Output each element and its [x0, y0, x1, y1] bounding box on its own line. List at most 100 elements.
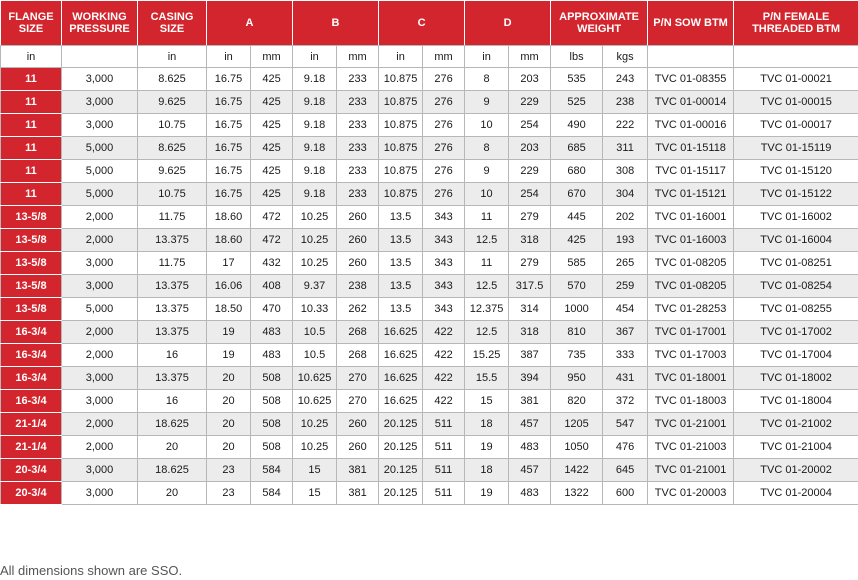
cell-c-in: 13.5	[378, 297, 424, 321]
cell-weight-lbs: 525	[550, 90, 604, 114]
cell-b-in: 9.18	[292, 67, 338, 91]
cell-weight-kgs: 431	[602, 366, 649, 390]
cell-weight-lbs: 680	[550, 159, 604, 183]
cell-working-pressure: 2,000	[61, 343, 138, 367]
unit-cell: in	[378, 45, 424, 68]
cell-a-in: 20	[206, 435, 251, 459]
cell-working-pressure: 3,000	[61, 113, 138, 137]
cell-c-mm: 276	[422, 159, 466, 183]
table-row: 13-5/8 2,000 13.375 18.60 472 10.25 260 13.5 343…	[0, 228, 858, 252]
cell-pn-sow-btm: TVC 01-21003	[647, 435, 735, 459]
table-row: 21-1/4 2,000 20 20 508 10.25 260 20.125 511 19 483…	[0, 435, 858, 459]
cell-a-in: 16.75	[206, 182, 251, 206]
cell-pn-female-threaded-btm: TVC 01-18004	[733, 389, 858, 413]
cell-a-in: 23	[206, 481, 251, 505]
unit-cell: in	[206, 45, 251, 68]
cell-flange-size: 16-3/4	[0, 320, 62, 344]
cell-d-mm: 318	[508, 228, 552, 252]
cell-weight-lbs: 820	[550, 389, 604, 413]
cell-c-in: 10.875	[378, 159, 424, 183]
cell-working-pressure: 2,000	[61, 205, 138, 229]
cell-a-in: 19	[206, 320, 251, 344]
cell-a-in: 16.75	[206, 136, 251, 160]
cell-a-mm: 472	[249, 205, 294, 229]
header-b: B	[292, 0, 380, 46]
cell-pn-female-threaded-btm: TVC 01-08255	[733, 297, 858, 321]
cell-weight-lbs: 1000	[550, 297, 604, 321]
cell-working-pressure: 5,000	[61, 159, 138, 183]
cell-a-mm: 483	[249, 320, 294, 344]
cell-working-pressure: 5,000	[61, 297, 138, 321]
cell-weight-kgs: 367	[602, 320, 649, 344]
cell-pn-sow-btm: TVC 01-00016	[647, 113, 735, 137]
cell-pn-female-threaded-btm: TVC 01-16002	[733, 205, 858, 229]
cell-pn-female-threaded-btm: TVC 01-17004	[733, 343, 858, 367]
cell-a-in: 16.75	[206, 90, 251, 114]
cell-d-in: 8	[464, 136, 510, 160]
header-a: A	[205, 0, 294, 46]
cell-b-mm: 233	[336, 113, 380, 137]
cell-c-in: 10.875	[378, 113, 424, 137]
cell-b-mm: 270	[336, 366, 380, 390]
header-casing-size: CASING SIZE	[137, 0, 207, 46]
table-row: 13-5/8 2,000 11.75 18.60 472 10.25 260 13.5 343 1…	[0, 205, 858, 229]
cell-pn-female-threaded-btm: TVC 01-08251	[733, 251, 858, 275]
unit-cell: in	[464, 45, 510, 68]
header-c: C	[378, 0, 466, 46]
cell-c-mm: 422	[422, 320, 466, 344]
table-row: 11 5,000 9.625 16.75 425 9.18 233 10.875 276 9 229…	[0, 159, 858, 183]
cell-d-in: 8	[464, 67, 510, 91]
cell-c-mm: 343	[422, 228, 466, 252]
cell-flange-size: 11	[0, 90, 62, 114]
cell-c-in: 20.125	[378, 435, 424, 459]
cell-c-mm: 422	[422, 366, 466, 390]
cell-d-in: 15.5	[464, 366, 510, 390]
cell-pn-female-threaded-btm: TVC 01-17002	[733, 320, 858, 344]
cell-weight-kgs: 372	[602, 389, 649, 413]
cell-flange-size: 21-1/4	[0, 412, 62, 436]
cell-working-pressure: 2,000	[61, 228, 138, 252]
cell-c-in: 13.5	[378, 274, 424, 298]
cell-b-mm: 260	[336, 251, 380, 275]
cell-d-mm: 381	[508, 389, 552, 413]
cell-a-in: 18.60	[206, 228, 251, 252]
cell-weight-lbs: 735	[550, 343, 604, 367]
header-pn-sow-btm: P/N SOW BTM	[647, 0, 735, 46]
cell-pn-sow-btm: TVC 01-21001	[647, 412, 735, 436]
cell-c-in: 16.625	[378, 320, 424, 344]
cell-casing-size: 13.375	[137, 297, 207, 321]
cell-weight-lbs: 1205	[550, 412, 604, 436]
cell-b-mm: 233	[336, 136, 380, 160]
cell-flange-size: 13-5/8	[0, 228, 62, 252]
cell-d-mm: 483	[508, 435, 552, 459]
unit-cell: in	[137, 45, 207, 68]
cell-flange-size: 16-3/4	[0, 389, 62, 413]
cell-b-in: 9.37	[292, 274, 338, 298]
cell-weight-lbs: 950	[550, 366, 604, 390]
cell-a-in: 16.06	[206, 274, 251, 298]
cell-d-mm: 457	[508, 412, 552, 436]
cell-pn-female-threaded-btm: TVC 01-08254	[733, 274, 858, 298]
cell-a-mm: 408	[249, 274, 294, 298]
header-approximate-weight: APPROXIMATE WEIGHT	[550, 0, 649, 46]
cell-d-in: 12.5	[464, 320, 510, 344]
cell-b-mm: 233	[336, 159, 380, 183]
cell-b-in: 10.25	[292, 251, 338, 275]
cell-b-in: 10.5	[292, 320, 338, 344]
cell-pn-sow-btm: TVC 01-20003	[647, 481, 735, 505]
cell-b-mm: 381	[336, 458, 380, 482]
cell-weight-lbs: 1050	[550, 435, 604, 459]
cell-pn-sow-btm: TVC 01-18003	[647, 389, 735, 413]
cell-flange-size: 13-5/8	[0, 274, 62, 298]
cell-b-mm: 270	[336, 389, 380, 413]
unit-cell: lbs	[550, 45, 604, 68]
unit-cell: mm	[336, 45, 380, 68]
cell-b-in: 10.625	[292, 366, 338, 390]
cell-a-mm: 483	[249, 343, 294, 367]
cell-d-mm: 279	[508, 205, 552, 229]
cell-pn-sow-btm: TVC 01-17001	[647, 320, 735, 344]
cell-flange-size: 13-5/8	[0, 251, 62, 275]
cell-c-mm: 422	[422, 389, 466, 413]
cell-d-mm: 314	[508, 297, 552, 321]
